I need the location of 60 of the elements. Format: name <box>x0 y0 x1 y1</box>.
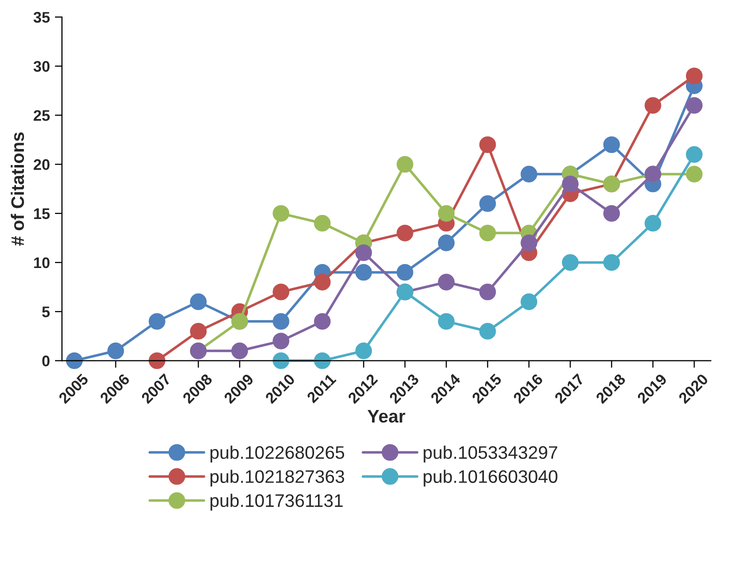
point <box>603 254 620 271</box>
point <box>314 274 331 290</box>
point <box>190 293 207 310</box>
point <box>562 176 579 192</box>
point <box>314 313 331 330</box>
x-axis-title: Year <box>368 410 406 423</box>
point <box>479 195 496 212</box>
point <box>438 234 455 252</box>
point <box>396 224 414 242</box>
point <box>644 214 662 232</box>
point <box>190 322 207 340</box>
point <box>148 352 166 370</box>
point <box>520 293 538 310</box>
point <box>272 313 290 330</box>
point <box>520 234 538 252</box>
point <box>686 166 703 182</box>
y-axis-title: # of Citations <box>10 132 24 246</box>
point <box>396 156 414 173</box>
point <box>355 342 372 360</box>
point <box>479 322 496 340</box>
point <box>355 264 372 281</box>
point <box>479 284 496 300</box>
y-tick-label: 35 <box>34 12 50 23</box>
y-tick-label: 30 <box>34 61 50 72</box>
point <box>603 205 620 222</box>
point <box>438 205 455 222</box>
point <box>272 332 290 350</box>
point <box>355 244 372 262</box>
y-tick-label: 20 <box>34 159 50 170</box>
y-tick-label: 15 <box>34 208 50 220</box>
point <box>314 352 331 370</box>
point <box>603 136 620 154</box>
point <box>644 97 662 114</box>
y-tick-label: 10 <box>34 257 50 268</box>
point <box>314 214 331 232</box>
legend-label: pub.1016603040 <box>424 470 558 487</box>
point <box>272 205 290 222</box>
legend-label: pub.1053343297 <box>424 446 558 462</box>
legend-label: pub.1017361131 <box>210 494 343 511</box>
y-tick-label: 0 <box>42 356 50 366</box>
point <box>479 224 496 242</box>
point <box>272 284 290 300</box>
point <box>686 68 703 84</box>
legend-label: pub.1022680265 <box>210 446 344 462</box>
y-tick-label: 5 <box>42 306 50 318</box>
point <box>686 97 703 114</box>
point <box>438 274 455 290</box>
legend-label: pub.1021827363 <box>210 470 344 487</box>
point <box>148 313 166 330</box>
point <box>107 342 124 360</box>
point <box>231 342 248 360</box>
point <box>396 264 414 281</box>
point <box>520 166 538 182</box>
point <box>686 146 703 163</box>
point <box>479 136 496 154</box>
point <box>272 352 290 370</box>
point <box>66 352 83 370</box>
point <box>562 254 579 271</box>
y-tick-label: 25 <box>34 110 50 121</box>
point <box>438 313 455 330</box>
